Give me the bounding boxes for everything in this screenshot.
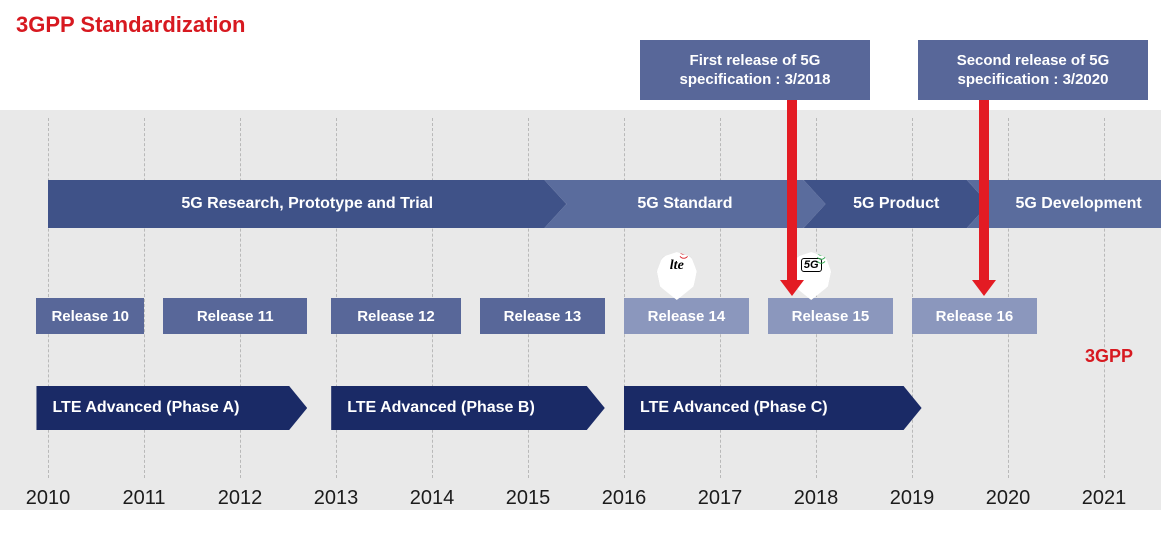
release-box: Release 12: [331, 298, 461, 334]
phase-chevron: 5G Development: [967, 180, 1161, 228]
year-label: 2017: [698, 487, 743, 510]
phase-chevron: 5G Standard: [544, 180, 825, 228]
page-title: 3GPP Standardization: [0, 0, 1161, 38]
year-label: 2015: [506, 487, 551, 510]
lte-pin-icon: lte︶︶: [657, 252, 697, 300]
gpp-label: 3GPP: [1085, 346, 1133, 367]
grid-line: [1104, 118, 1105, 478]
phase-chevron-row: 5G Research, Prototype and Trial5G Stand…: [16, 180, 1161, 228]
lte-phase-pennant: LTE Advanced (Phase A): [36, 386, 307, 430]
lte-phase-pennant: LTE Advanced (Phase C): [624, 386, 922, 430]
year-label: 2013: [314, 487, 359, 510]
release-box: Release 16: [912, 298, 1037, 334]
release-box: Release 14: [624, 298, 749, 334]
year-label: 2021: [1082, 487, 1127, 510]
callout-box: First release of 5G specification : 3/20…: [640, 40, 870, 100]
year-label: 2018: [794, 487, 839, 510]
release-box: Release 10: [36, 298, 144, 334]
phase-chevron: 5G Product: [804, 180, 989, 228]
year-label: 2011: [122, 487, 165, 510]
callout-box: Second release of 5G specification : 3/2…: [918, 40, 1148, 100]
year-label: 2010: [26, 487, 71, 510]
phase-chevron: 5G Research, Prototype and Trial: [48, 180, 566, 228]
year-label: 2020: [986, 487, 1031, 510]
callout-arrow-icon: [787, 100, 797, 282]
year-label: 2019: [890, 487, 935, 510]
release-box: Release 11: [163, 298, 307, 334]
callout-arrow-icon: [979, 100, 989, 282]
year-label: 2012: [218, 487, 263, 510]
year-label: 2016: [602, 487, 647, 510]
timeline-canvas: 5G Research, Prototype and Trial5G Stand…: [0, 110, 1161, 510]
year-label: 2014: [410, 487, 455, 510]
release-box: Release 13: [480, 298, 605, 334]
lte-phase-pennant: LTE Advanced (Phase B): [331, 386, 605, 430]
release-box: Release 15: [768, 298, 893, 334]
